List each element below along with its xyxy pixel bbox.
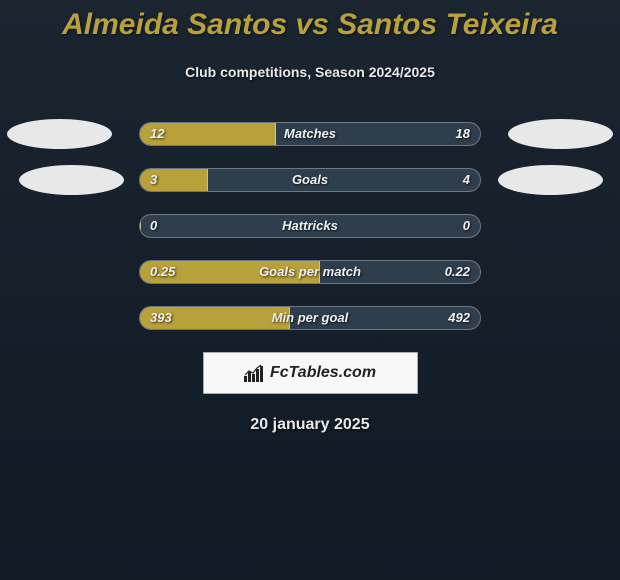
stat-label: Min per goal <box>0 306 620 330</box>
date-text: 20 january 2025 <box>0 416 620 434</box>
stat-label: Matches <box>0 122 620 146</box>
bars-icon <box>244 364 266 382</box>
value-right: 18 <box>456 122 470 146</box>
stat-row: 0Hattricks0 <box>0 214 620 238</box>
stat-label: Goals per match <box>0 260 620 284</box>
page-title: Almeida Santos vs Santos Teixeira <box>0 0 620 42</box>
chart-area: 12Matches18 3Goals4 0Hattricks0 0.25Goals p… <box>0 122 620 330</box>
brand-badge: FcTables.com <box>203 352 418 394</box>
stat-row: 3Goals4 <box>0 168 620 192</box>
subtitle: Club competitions, Season 2024/2025 <box>0 64 620 80</box>
value-right: 492 <box>448 306 470 330</box>
stat-label: Goals <box>0 168 620 192</box>
stat-row: 393Min per goal492 <box>0 306 620 330</box>
stat-row: 12Matches18 <box>0 122 620 146</box>
value-right: 4 <box>463 168 470 192</box>
stat-row: 0.25Goals per match0.22 <box>0 260 620 284</box>
brand-text: FcTables.com <box>270 364 376 382</box>
stat-label: Hattricks <box>0 214 620 238</box>
value-right: 0 <box>463 214 470 238</box>
comparison-infographic: Almeida Santos vs Santos Teixeira Club c… <box>0 0 620 434</box>
value-right: 0.22 <box>445 260 470 284</box>
